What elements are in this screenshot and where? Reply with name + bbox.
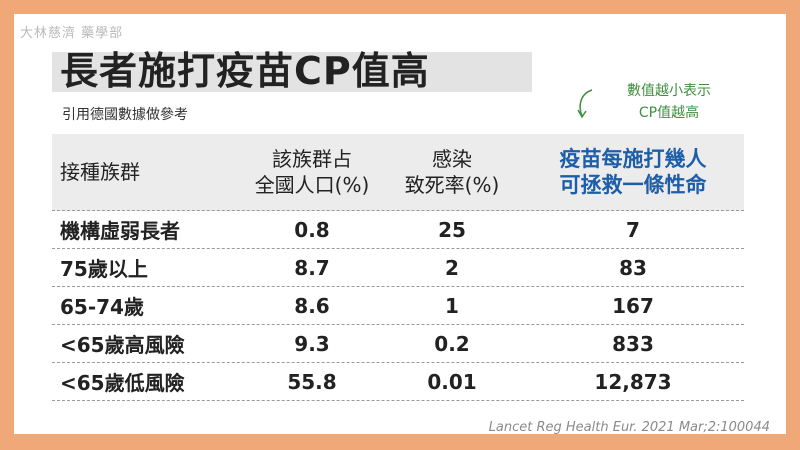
data-table: 接種族群 該族群占 全國人口(%) 感染 致死率(%) 疫苗每施打幾人 可拯救一… [52, 134, 744, 401]
header-group: 接種族群 [60, 160, 140, 184]
citation: Lancet Reg Health Eur. 2021 Mar;2:100044 [488, 420, 770, 435]
table-row: 機構虛弱長者 0.8 25 7 [52, 211, 744, 249]
note-arrow-icon [577, 89, 593, 119]
cell-save-one: 7 [626, 217, 640, 242]
cell-fatality: 25 [438, 217, 466, 242]
cell-group: 75歲以上 [60, 257, 148, 281]
cell-save-one: 12,873 [594, 369, 672, 394]
header-population: 該族群占 全國人口(%) [254, 147, 370, 197]
annotation-line-2: CP值越高 [638, 105, 700, 121]
table-row: <65歲高風險 9.3 0.2 833 [52, 325, 744, 363]
cell-fatality: 0.2 [434, 331, 470, 356]
cell-group: 65-74歲 [60, 295, 144, 319]
cell-population: 55.8 [287, 369, 337, 394]
cell-fatality: 0.01 [427, 369, 477, 394]
table-header-row: 接種族群 該族群占 全國人口(%) 感染 致死率(%) 疫苗每施打幾人 可拯救一… [52, 134, 744, 211]
cell-group: <65歲低風險 [60, 371, 185, 395]
cell-population: 0.8 [294, 217, 330, 242]
org-label: 大林慈濟 藥學部 [20, 26, 124, 41]
annotation-note: 數值越小表示 CP值越高 [594, 80, 744, 124]
subtitle: 引用德國數據做參考 [62, 107, 188, 123]
cell-population: 8.6 [294, 293, 330, 318]
table-row: 75歲以上 8.7 2 83 [52, 249, 744, 287]
cell-population: 9.3 [294, 331, 330, 356]
table-row: 65-74歲 8.6 1 167 [52, 287, 744, 325]
annotation-line-1: 數值越小表示 [627, 83, 711, 99]
table-row: <65歲低風險 55.8 0.01 12,873 [52, 363, 744, 401]
cell-population: 8.7 [294, 255, 330, 280]
cell-group: 機構虛弱長者 [60, 219, 180, 243]
title-highlight [52, 52, 532, 92]
page-title: 長者施打疫苗CP值高 [60, 49, 430, 93]
header-fatality: 感染 致死率(%) [404, 147, 500, 197]
cell-fatality: 2 [445, 255, 459, 280]
cell-save-one: 83 [619, 255, 647, 280]
cell-save-one: 833 [612, 331, 654, 356]
cell-fatality: 1 [445, 293, 459, 318]
cell-save-one: 167 [612, 293, 654, 318]
cell-group: <65歲高風險 [60, 333, 185, 357]
header-save-one: 疫苗每施打幾人 可拯救一條性命 [559, 147, 707, 197]
